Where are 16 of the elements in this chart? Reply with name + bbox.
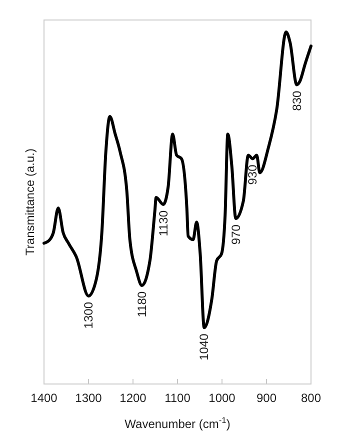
annotation: 830: [290, 90, 304, 111]
x-tick-label: 1400: [30, 391, 58, 405]
annotation: 1130: [156, 210, 170, 236]
x-tick-label: 1200: [120, 391, 147, 405]
x-tick-label: 1100: [164, 391, 191, 405]
x-axis-title: Wavenumber (cm$^{-1}$): [124, 415, 230, 431]
annotation: 1180: [134, 291, 149, 318]
x-tick-label: 1000: [208, 391, 236, 405]
x-tick-label: 800: [300, 391, 322, 405]
x-tick-label: 1300: [75, 391, 102, 405]
annotation: 970: [228, 224, 243, 245]
x-tick-label: 900: [256, 391, 277, 405]
annotation: 1300: [82, 302, 96, 329]
y-axis-title: Transmittance (a.u.): [23, 148, 37, 256]
annotation: 930: [246, 164, 260, 185]
annotation: 1040: [197, 333, 212, 360]
